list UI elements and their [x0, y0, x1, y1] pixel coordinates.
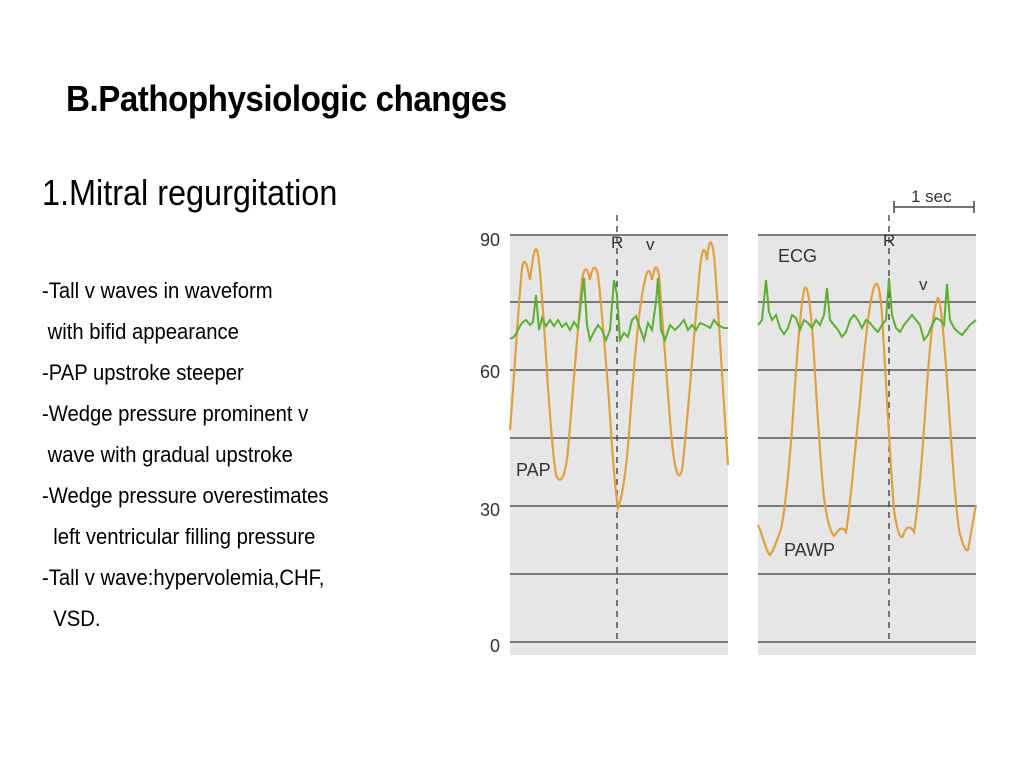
bullet-line: -PAP upstroke steeper — [42, 360, 244, 385]
pressure-waveform-figure: 1 sec 90 60 30 0 R v R v ECG PAP PAWP — [470, 180, 990, 660]
y-tick-label: 0 — [490, 636, 500, 656]
slide-subtitle: 1.Mitral regurgitation — [42, 172, 338, 213]
y-tick-label: 60 — [480, 362, 500, 382]
r-wave-label-right: R — [883, 231, 895, 250]
ecg-trace-right — [757, 277, 977, 343]
v-wave-label-right: v — [919, 275, 928, 294]
waveform-svg: 1 sec 90 60 30 0 R v R v ECG PAP PAWP — [480, 187, 978, 656]
time-scale-label: 1 sec — [911, 187, 952, 206]
pap-trace — [508, 241, 730, 513]
bullet-line: -Tall v waves in waveform — [42, 278, 273, 303]
bullet-list: -Tall v waves in waveform with bifid app… — [42, 270, 328, 639]
left-panel — [510, 235, 728, 655]
ecg-label: ECG — [778, 246, 817, 266]
pap-label: PAP — [516, 460, 551, 480]
r-wave-label-left: R — [611, 233, 623, 252]
bullet-line: -Tall v wave:hypervolemia,CHF, — [42, 565, 325, 590]
v-wave-label-left: v — [646, 235, 655, 254]
slide-title: B.Pathophysiologic changes — [66, 78, 507, 119]
pawp-label: PAWP — [784, 540, 835, 560]
y-tick-label: 30 — [480, 500, 500, 520]
bullet-line: wave with gradual upstroke — [42, 442, 293, 467]
bullet-line: -Wedge pressure overestimates — [42, 483, 329, 508]
bullet-line: VSD. — [42, 606, 101, 631]
bullet-line: with bifid appearance — [42, 319, 239, 344]
bullet-line: left ventricular filling pressure — [42, 524, 316, 549]
y-tick-label: 90 — [480, 230, 500, 250]
pawp-trace — [757, 282, 978, 557]
time-scale-bar — [893, 201, 975, 213]
ecg-trace — [509, 277, 728, 344]
bullet-line: -Wedge pressure prominent v — [42, 401, 309, 426]
